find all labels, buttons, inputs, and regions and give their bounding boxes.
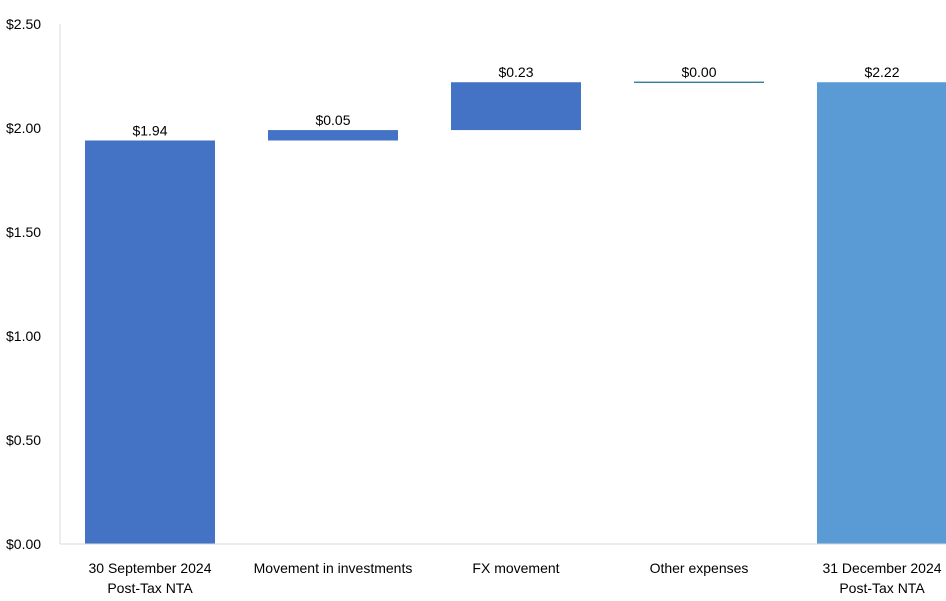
- x-category-label: Post-Tax NTA: [839, 580, 925, 596]
- x-axis: 30 September 2024 Post-Tax NTA Movement in…: [60, 543, 946, 596]
- y-axis: $0.00 $0.50 $1.00 $1.50 $2.00 $2.50: [6, 16, 61, 552]
- y-tick-label: $0.00: [6, 536, 41, 552]
- bars: [85, 81, 946, 545]
- waterfall-bar: [268, 130, 398, 141]
- bar-value-label: $2.22: [864, 64, 899, 80]
- y-tick-label: $2.00: [6, 120, 41, 136]
- bar-value-label: $0.05: [315, 112, 350, 128]
- waterfall-bar: [817, 82, 946, 545]
- y-tick-label: $2.50: [6, 16, 41, 32]
- x-category-label: Movement in investments: [254, 560, 413, 576]
- y-tick-label: $1.00: [6, 328, 41, 344]
- x-category-label: 31 December 2024: [822, 560, 941, 576]
- bar-value-label: $0.23: [498, 64, 533, 80]
- data-labels: $1.94 $0.05 $0.23 $0.00 $2.22: [132, 64, 899, 138]
- bar-value-label: $0.00: [681, 64, 716, 80]
- x-category-label: FX movement: [472, 560, 559, 576]
- y-tick-label: $0.50: [6, 432, 41, 448]
- waterfall-bar: [451, 82, 581, 131]
- y-tick-label: $1.50: [6, 224, 41, 240]
- bar-value-label: $1.94: [132, 122, 167, 138]
- waterfall-bar: [85, 140, 215, 545]
- x-category-label: 30 September 2024: [89, 560, 212, 576]
- x-category-label: Post-Tax NTA: [107, 580, 193, 596]
- x-category-label: Other expenses: [650, 560, 749, 576]
